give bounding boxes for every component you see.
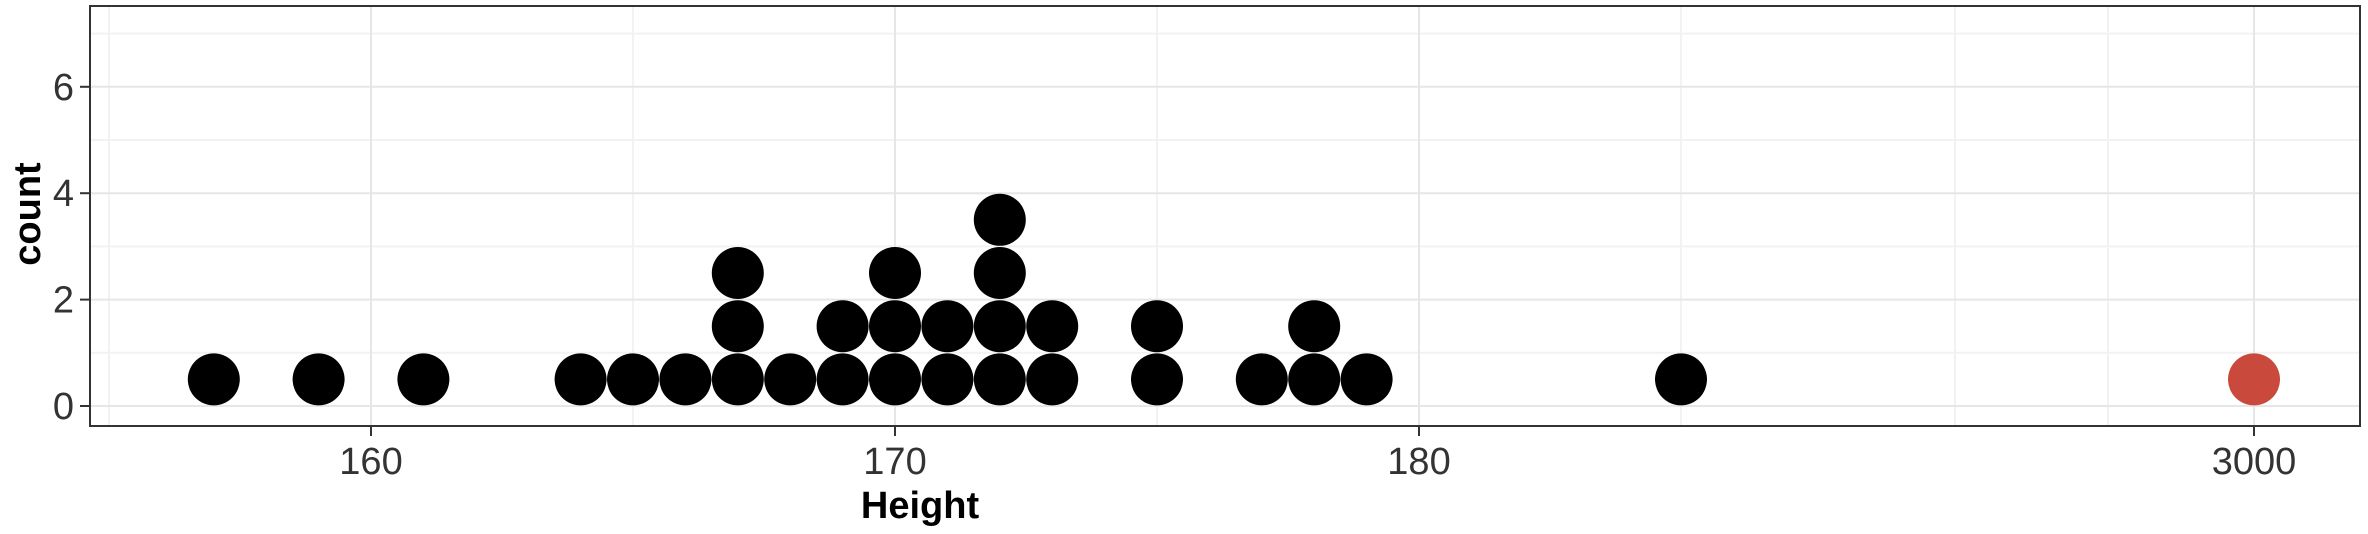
panel-border bbox=[89, 5, 2361, 427]
x-tick-label: 160 bbox=[339, 441, 402, 483]
data-point bbox=[1131, 300, 1183, 353]
data-point bbox=[973, 247, 1026, 299]
panel-background bbox=[90, 6, 2360, 426]
x-tick-label-outlier: 3000 bbox=[2212, 441, 2297, 483]
data-point bbox=[869, 300, 921, 353]
data-point bbox=[1026, 300, 1079, 353]
data-point bbox=[1340, 353, 1393, 406]
data-point bbox=[921, 353, 974, 406]
x-tick-label: 170 bbox=[863, 441, 926, 483]
data-point bbox=[292, 353, 345, 406]
data-point bbox=[711, 353, 764, 406]
outlier-point bbox=[2228, 353, 2280, 406]
data-point bbox=[659, 353, 712, 406]
data-point bbox=[1131, 353, 1183, 406]
x-axis-title: Height bbox=[861, 485, 980, 527]
data-point bbox=[607, 353, 659, 406]
y-tick-label: 2 bbox=[53, 280, 74, 322]
data-point bbox=[711, 300, 764, 353]
data-point bbox=[816, 353, 869, 406]
data-point bbox=[397, 353, 450, 406]
data-point bbox=[869, 247, 921, 299]
data-point bbox=[973, 193, 1026, 246]
data-point bbox=[921, 300, 974, 353]
data-point bbox=[869, 353, 921, 406]
x-axis: 160 170 180 3000 bbox=[339, 426, 2296, 483]
y-tick-label: 4 bbox=[53, 173, 74, 215]
data-point bbox=[1288, 353, 1341, 406]
y-tick-label: 0 bbox=[53, 386, 74, 428]
data-point bbox=[973, 300, 1026, 353]
data-point bbox=[816, 300, 869, 353]
data-point bbox=[554, 353, 607, 406]
data-point bbox=[187, 353, 240, 406]
data-point bbox=[1655, 353, 1707, 406]
y-axis-title: count bbox=[7, 162, 49, 266]
data-points bbox=[187, 193, 2280, 406]
data-point bbox=[973, 353, 1026, 406]
data-point bbox=[764, 353, 817, 406]
data-point bbox=[1235, 353, 1288, 406]
data-point bbox=[1288, 300, 1341, 353]
y-axis: 0 2 4 6 bbox=[53, 67, 90, 428]
data-point bbox=[711, 247, 764, 299]
data-point bbox=[1026, 353, 1079, 406]
grid-lines bbox=[90, 6, 2360, 426]
y-tick-label: 6 bbox=[53, 67, 74, 109]
x-tick-label: 180 bbox=[1387, 441, 1450, 483]
